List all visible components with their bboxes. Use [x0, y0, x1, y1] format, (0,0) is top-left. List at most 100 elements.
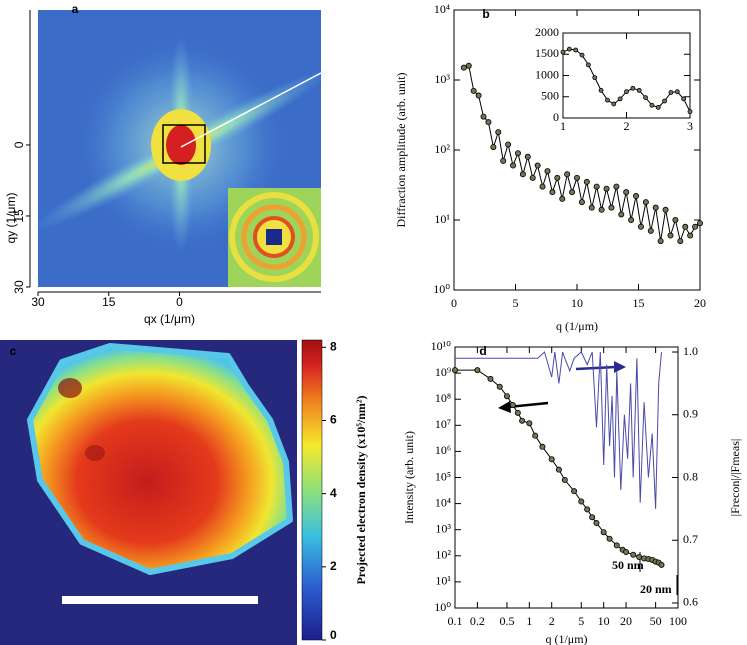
data-point	[561, 477, 568, 484]
data-point	[642, 199, 649, 206]
panel-label: b	[482, 7, 489, 21]
panel-label: a	[72, 2, 79, 16]
data-point	[668, 90, 674, 95]
x-tick-label: 15	[102, 295, 116, 309]
data-point	[624, 89, 629, 95]
density-image	[0, 340, 322, 645]
data-point	[608, 204, 615, 211]
annotation: 20 nm	[640, 582, 672, 596]
data-point	[560, 49, 566, 55]
data-point	[618, 211, 625, 218]
data-point	[682, 223, 689, 230]
data-point	[630, 551, 637, 558]
data-point	[526, 420, 533, 427]
data-point	[643, 95, 648, 100]
data-point	[674, 89, 680, 95]
x-tick-label: 2	[549, 614, 555, 628]
data-point	[603, 185, 610, 192]
x-tick-label: 0	[176, 295, 183, 309]
data-point	[487, 375, 494, 382]
panel-label: c	[10, 344, 17, 358]
y-tick-label: 10⁰	[433, 282, 450, 296]
colorbar-tick-label: 6	[330, 413, 337, 427]
y-axis-label: Intensity (arb. unit)	[402, 431, 416, 524]
data-point	[697, 220, 704, 227]
data-point	[544, 168, 551, 175]
data-point	[460, 64, 467, 71]
data-point	[519, 417, 526, 424]
x-tick-label: 1	[526, 614, 532, 628]
data-point	[555, 466, 562, 473]
y-tick-label: 10¹	[434, 212, 450, 226]
y-tick-label: 10⁸	[435, 391, 451, 405]
x-tick-label: 30	[31, 295, 45, 309]
y-tick-label: 2000	[535, 25, 559, 39]
y-tick-label: 10¹	[435, 574, 451, 588]
plot-frame	[562, 32, 691, 119]
data-line	[463, 65, 701, 243]
y-tick-label: 10⁴	[434, 2, 450, 16]
data-point	[623, 189, 630, 196]
data-point	[495, 129, 502, 136]
data-point	[657, 238, 664, 245]
data-point	[569, 189, 576, 196]
data-point	[548, 456, 555, 463]
y-tick-label: 10²	[435, 548, 451, 562]
y-tick-label: 10³	[435, 521, 451, 535]
data-point	[613, 542, 620, 549]
data-point	[480, 113, 487, 120]
data-point	[578, 498, 585, 505]
data-point	[687, 232, 694, 239]
y-tick-label: 10⁹	[435, 365, 451, 379]
data-point	[662, 98, 667, 104]
data-point	[592, 75, 598, 81]
data-point	[593, 520, 600, 527]
data-point	[465, 62, 472, 69]
data-point	[505, 141, 512, 148]
x-tick-label: 3	[687, 119, 693, 133]
y2-axis-label: |Frecon|/|Fmeas|	[728, 439, 742, 517]
data-point	[633, 193, 640, 200]
data-point	[600, 529, 607, 536]
colorbar-label: Projected electron density (x10⁵/nm²)	[354, 395, 368, 584]
data-point	[579, 52, 585, 58]
panel-label: d	[479, 344, 486, 358]
data-point	[496, 383, 503, 390]
data-point	[613, 183, 620, 190]
data-point	[539, 183, 546, 190]
data-point	[584, 506, 591, 513]
y-tick-label: 0	[553, 110, 559, 124]
x-tick-label: 20	[694, 296, 706, 310]
data-point	[510, 162, 517, 169]
data-point	[503, 393, 510, 400]
data-point	[475, 92, 482, 99]
data-point	[474, 367, 481, 374]
y-tick-label: 10³	[434, 72, 450, 86]
colorbar-tick-label: 4	[330, 486, 337, 500]
x-tick-label: 10	[571, 296, 583, 310]
data-point	[677, 238, 684, 245]
y-tick-label: 10⁶	[435, 443, 451, 457]
y-tick-label: 1500	[535, 46, 559, 60]
data-point	[549, 189, 556, 196]
x-axis-label: qx (1/μm)	[144, 312, 195, 326]
data-point	[583, 178, 590, 185]
y-axis-label: Diffraction amplitude (arb. unit)	[394, 72, 408, 227]
x-tick-label: 20	[620, 614, 632, 628]
x-tick-label: 2	[624, 119, 630, 133]
data-point	[451, 367, 458, 374]
y-axis-label: qy (1/μm)	[4, 193, 18, 244]
data-point	[578, 199, 585, 206]
data-point	[667, 232, 674, 239]
data-point	[539, 443, 546, 450]
y2-tick-label: 0.6	[683, 595, 698, 609]
y2-tick-label: 0.9	[683, 407, 698, 421]
data-point	[509, 401, 516, 408]
y-tick-label: 10⁷	[435, 417, 451, 431]
data-point	[662, 206, 669, 213]
data-point	[564, 171, 571, 178]
y-tick-label: 10⁰	[434, 600, 451, 614]
y-tick-label: 10²	[434, 142, 450, 156]
data-point	[598, 206, 605, 213]
